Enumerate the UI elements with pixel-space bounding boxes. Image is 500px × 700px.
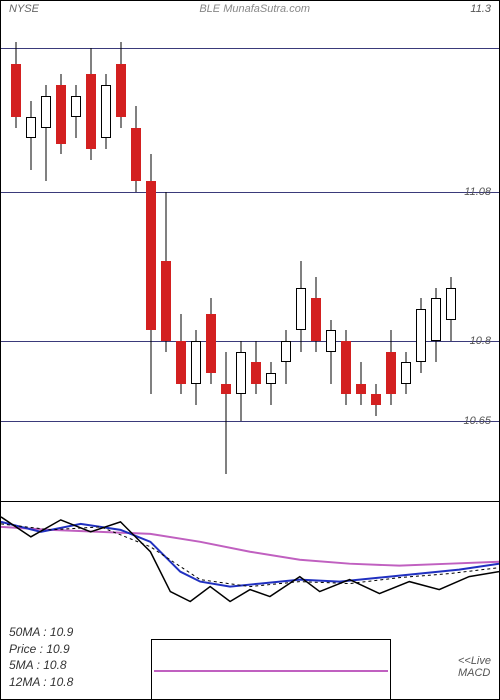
ma50-value: 10.9 (50, 625, 73, 639)
info-box: 50MA : 10.9 Price : 10.9 5MA : 10.8 12MA… (9, 624, 73, 691)
price-row: Price : 10.9 (9, 641, 73, 658)
horizontal-line (1, 421, 499, 422)
indicator-panel: 50MA : 10.9 Price : 10.9 5MA : 10.8 12MA… (1, 501, 499, 699)
ma12-row: 12MA : 10.8 (9, 674, 73, 691)
ma5-value: 10.8 (43, 658, 66, 672)
price-panel: 11.08 10.8 10.65 (1, 21, 499, 501)
ma50-row: 50MA : 10.9 (9, 624, 73, 641)
horizontal-line (1, 192, 499, 193)
ma12-label: 12MA : (9, 675, 47, 689)
price-label: Price : (9, 642, 43, 656)
ticker-source-label: BLE MunafaSutra.com (199, 3, 310, 21)
hline-label: 11.08 (464, 186, 491, 198)
ma5-row: 5MA : 10.8 (9, 657, 73, 674)
ma50-label: 50MA : (9, 625, 47, 639)
stock-chart-container: NYSE BLE MunafaSutra.com 11.3 11.0810.81… (0, 0, 500, 700)
price-value: 10.9 (46, 642, 69, 656)
inset-line (154, 670, 388, 672)
hline-label: 10.65 (463, 415, 491, 427)
horizontal-line (1, 48, 499, 49)
macd-text: MACD (458, 667, 491, 679)
chart-header: NYSE BLE MunafaSutra.com 11.3 (1, 3, 499, 21)
top-price-label: 11.3 (470, 3, 491, 21)
indicator-line-hist_white (1, 517, 499, 602)
hline-label: 10.8 (470, 335, 491, 347)
macd-label: <<Live MACD (458, 655, 491, 679)
inset-box (151, 639, 391, 699)
exchange-label: NYSE (9, 3, 39, 21)
live-text: <<Live (458, 655, 491, 667)
ma5-label: 5MA : (9, 658, 40, 672)
indicator-line-signal_pink (1, 527, 499, 566)
ma12-value: 10.8 (50, 675, 73, 689)
indicator-line-dashed (1, 524, 499, 587)
